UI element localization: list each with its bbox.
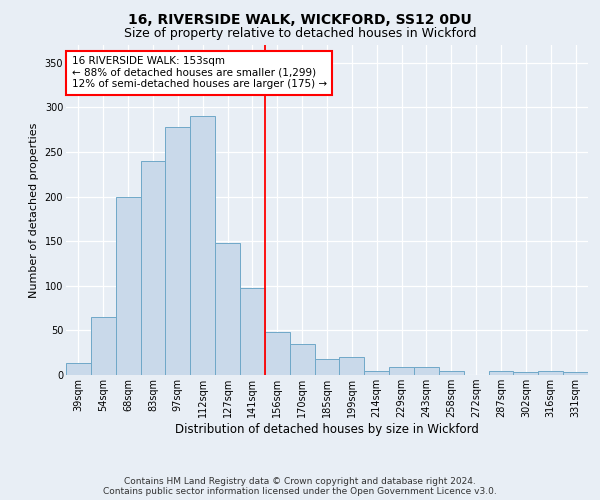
Bar [538, 370, 563, 375]
Bar [514, 372, 538, 375]
Bar [265, 332, 290, 375]
Text: Contains HM Land Registry data © Crown copyright and database right 2024.
Contai: Contains HM Land Registry data © Crown c… [103, 476, 497, 496]
Bar [91, 317, 116, 375]
Bar [364, 372, 389, 375]
Bar [66, 364, 91, 375]
Bar [166, 127, 190, 375]
Text: 16 RIVERSIDE WALK: 153sqm
← 88% of detached houses are smaller (1,299)
12% of se: 16 RIVERSIDE WALK: 153sqm ← 88% of detac… [71, 56, 326, 90]
X-axis label: Distribution of detached houses by size in Wickford: Distribution of detached houses by size … [175, 423, 479, 436]
Bar [240, 288, 265, 375]
Bar [190, 116, 215, 375]
Bar [140, 161, 166, 375]
Bar [340, 357, 364, 375]
Text: Size of property relative to detached houses in Wickford: Size of property relative to detached ho… [124, 28, 476, 40]
Bar [290, 344, 314, 375]
Bar [488, 370, 514, 375]
Bar [414, 367, 439, 375]
Bar [389, 367, 414, 375]
Text: 16, RIVERSIDE WALK, WICKFORD, SS12 0DU: 16, RIVERSIDE WALK, WICKFORD, SS12 0DU [128, 12, 472, 26]
Y-axis label: Number of detached properties: Number of detached properties [29, 122, 39, 298]
Bar [116, 196, 140, 375]
Bar [215, 243, 240, 375]
Bar [563, 372, 588, 375]
Bar [314, 359, 340, 375]
Bar [439, 372, 464, 375]
